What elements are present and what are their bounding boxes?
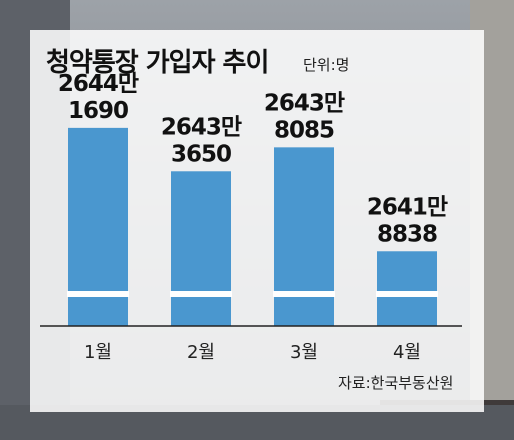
x-tick-label-3: 3월: [290, 342, 318, 363]
bar-break-3: [273, 291, 335, 297]
data-label-4-line-1: 2641만: [367, 194, 448, 220]
x-tick-label-4: 4월: [393, 342, 421, 363]
x-tick-label-2: 2월: [187, 342, 215, 363]
bar-break-1: [67, 291, 129, 297]
bar-break-4: [376, 291, 438, 297]
source-label: 자료:한국부동산원: [338, 374, 454, 392]
unit-label: 단위:명: [303, 56, 350, 74]
x-tick-label-1: 1월: [84, 342, 112, 363]
data-label-2-line-2: 3650: [171, 141, 231, 167]
data-label-1-line-1: 2644만: [58, 71, 139, 97]
bar-2: [171, 171, 231, 326]
data-label-3-line-1: 2643만: [264, 90, 345, 116]
bar-break-2: [170, 291, 232, 297]
chart-title: 청약통장 가입자 추이: [46, 48, 269, 78]
data-label-3-line-2: 8085: [274, 117, 334, 143]
bar-4: [377, 251, 437, 326]
data-label-1-line-2: 1690: [68, 98, 128, 124]
data-label-2-line-1: 2643만: [161, 114, 242, 140]
bar-3: [274, 147, 334, 326]
data-label-4-line-2: 8838: [377, 221, 437, 247]
